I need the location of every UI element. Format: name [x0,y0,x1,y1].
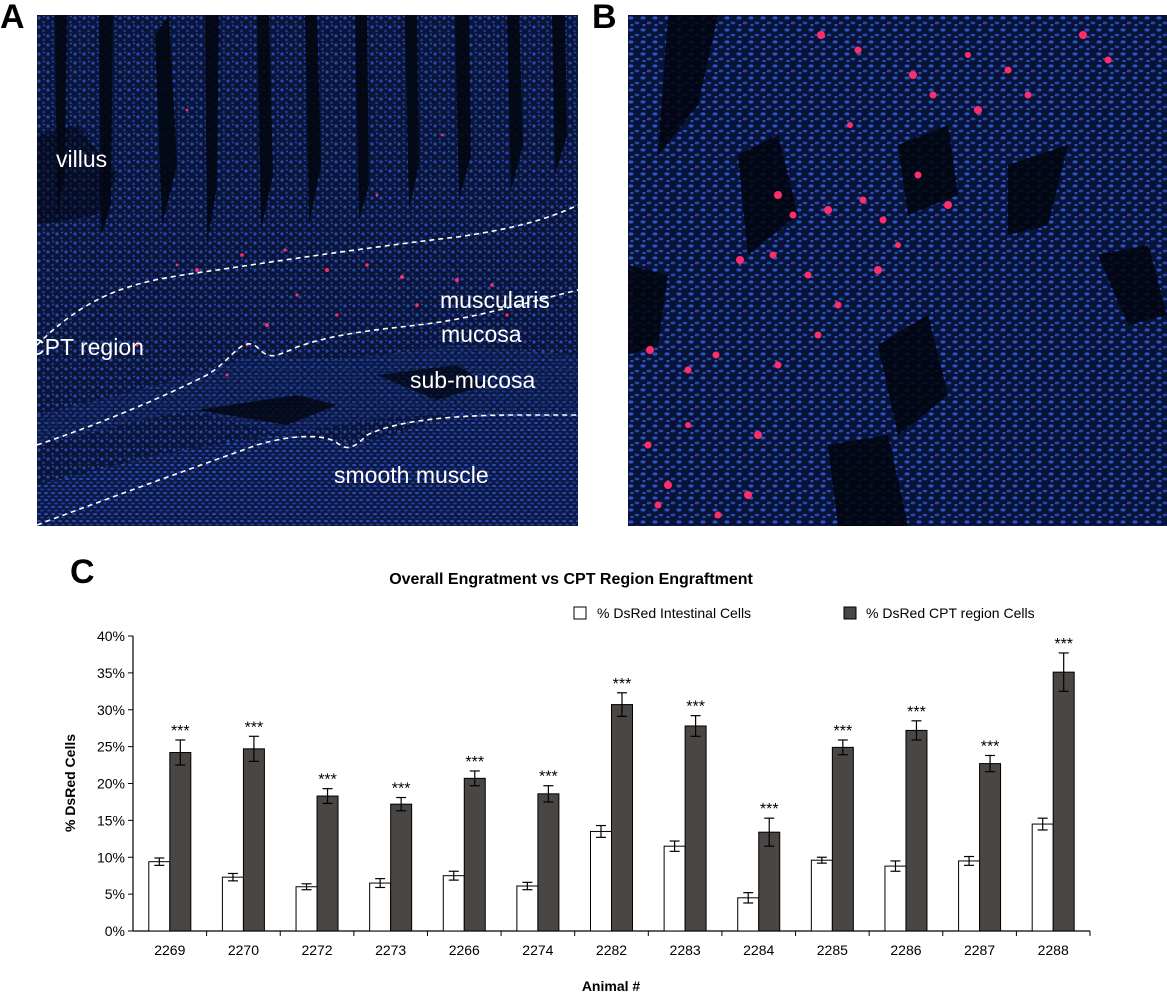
legend-swatch-intestinal [573,606,587,620]
bar-intestinal [1031,823,1054,932]
panel-label-c: C [70,553,95,591]
y-axis-title: % DsRed Cells [62,734,78,832]
bar-cpt [316,795,339,932]
bar-intestinal [369,882,392,932]
y-tick-label: 35% [97,665,125,681]
significance-marker: *** [907,704,926,721]
x-tick-label: 2274 [522,942,553,958]
micrograph-b-image [628,15,1167,526]
bar-cpt [390,803,413,932]
y-tick-label: 10% [97,849,125,865]
bar-intestinal [810,859,833,932]
bar-cpt [463,777,486,932]
y-tick-label: 5% [105,886,125,902]
bar-intestinal [663,845,686,932]
significance-marker: *** [613,676,632,693]
bar-intestinal [958,860,981,932]
y-tick-label: 20% [97,776,125,792]
y-tick-label: 40% [97,628,125,644]
engraftment-bar-chart: Overall Engratment vs CPT Region Engraft… [62,571,1091,994]
significance-marker: *** [392,781,411,798]
x-tick-label: 2282 [596,942,627,958]
significance-marker: *** [1054,636,1073,653]
micrograph-a-image: villus CPT region muscularis mucosa sub-… [37,15,578,526]
bar-cpt [684,725,707,932]
x-tick-label: 2273 [375,942,406,958]
bar-intestinal [590,830,612,932]
y-tick-label: 0% [105,923,125,939]
bar-intestinal [221,876,244,932]
x-tick-label: 2283 [670,942,701,958]
tissue-background [628,15,1167,526]
bar-cpt [1052,671,1075,932]
significance-marker: *** [539,769,558,786]
bar-cpt [979,763,1002,932]
bar-cpt [758,831,781,932]
bar-intestinal [884,865,907,932]
label-villus: villus [56,146,107,172]
region-boundaries [37,204,578,526]
legend-swatch-cpt [843,606,857,620]
significance-marker: *** [171,723,190,740]
panel-label-b: B [592,0,617,36]
significance-marker: *** [760,801,779,818]
x-axis-title: Animal # [582,978,641,994]
significance-marker: *** [686,699,705,716]
chart-title: Overall Engratment vs CPT Region Engraft… [389,571,753,588]
x-tick-label: 2270 [228,942,259,958]
legend-label-intestinal: % DsRed Intestinal Cells [597,605,751,621]
label-smooth-muscle: smooth muscle [334,462,489,488]
x-tick-label: 2286 [890,942,921,958]
x-tick-label: 2288 [1038,942,1069,958]
x-tick-label: 2285 [817,942,848,958]
significance-marker: *** [981,738,1000,755]
x-tick-label: 2272 [301,942,332,958]
y-tick-label: 30% [97,702,125,718]
label-cpt-region: CPT region [37,334,144,360]
legend-label-cpt: % DsRed CPT region Cells [866,605,1035,621]
label-sub-mucosa: sub-mucosa [410,367,535,393]
x-tick-label: 2287 [964,942,995,958]
lumen-gaps [628,15,1167,526]
bar-intestinal [148,861,171,932]
bar-cpt [537,793,560,932]
significance-marker: *** [318,772,337,789]
bar-cpt [831,746,854,932]
bar-cpt [905,729,928,932]
bar-intestinal [442,875,465,932]
chart-panel-c: Overall Engratment vs CPT Region Engraft… [0,540,1167,995]
micrograph-panel-b [628,15,1167,526]
label-mucosa: mucosa [441,321,522,347]
micrograph-panel-a: villus CPT region muscularis mucosa sub-… [37,15,578,526]
significance-marker: *** [245,719,264,736]
bar-intestinal [516,885,539,932]
bar-cpt [611,704,633,932]
plot-area: 0% 5% 10% 15% 20% 25% 30% 35% 40% 2269 *** 2270 *** 2… [97,628,1091,958]
dsred-cells-b [644,31,1112,519]
label-muscularis: muscularis [440,287,550,313]
x-tick-label: 2269 [154,942,185,958]
y-tick-label: 25% [97,739,125,755]
significance-marker: *** [465,754,484,771]
villus-gaps [37,15,567,245]
bar-cpt [242,748,265,932]
bar-cpt [169,752,192,932]
x-tick-label: 2284 [743,942,774,958]
y-tick-label: 15% [97,812,125,828]
x-tick-label: 2266 [449,942,480,958]
panel-label-a: A [0,0,25,36]
bar-intestinal [295,886,318,932]
significance-marker: *** [834,723,853,740]
